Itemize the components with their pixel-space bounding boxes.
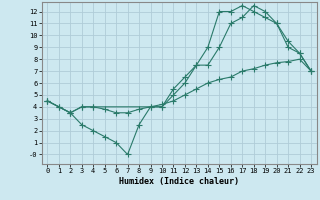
X-axis label: Humidex (Indice chaleur): Humidex (Indice chaleur) <box>119 177 239 186</box>
